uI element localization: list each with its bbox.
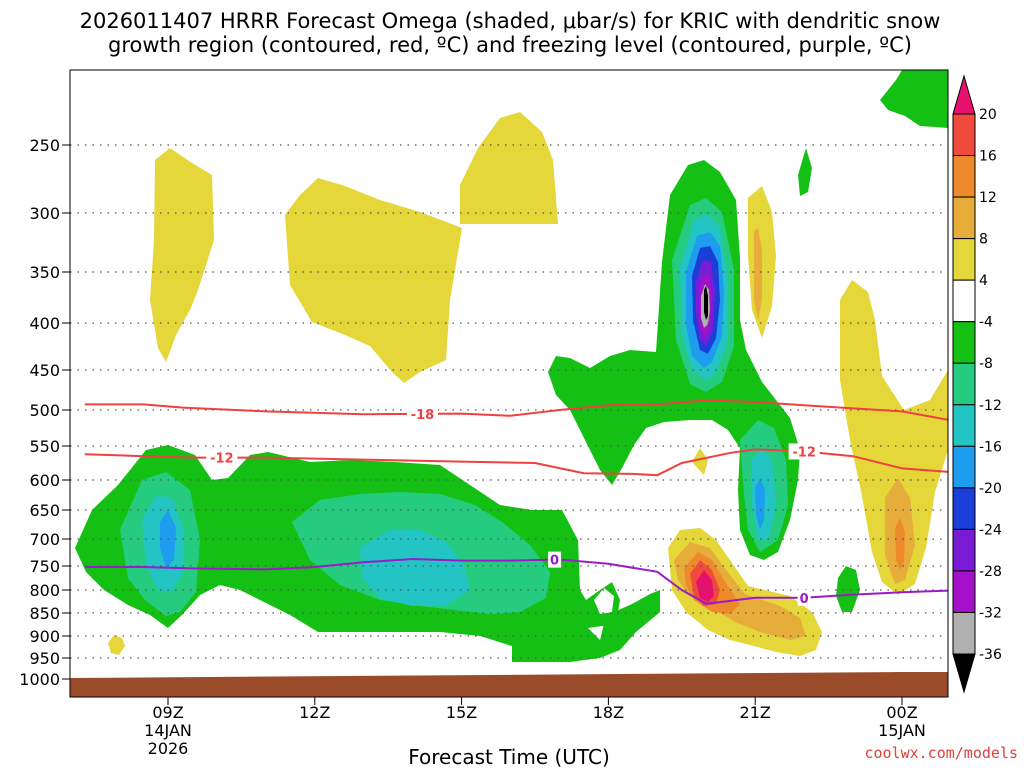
y-tick-label-550: 550 (29, 437, 60, 456)
omega-region-8-upper-right (754, 228, 762, 320)
omega-region-minus12-low-mid (360, 530, 470, 606)
contour-label-zero-left: 0 (550, 554, 559, 569)
y-tick-label-900: 900 (29, 627, 60, 646)
x-tick-label-18Z: 18Z (593, 703, 624, 722)
y-tick-label-300: 300 (29, 204, 60, 223)
omega-region-minus4-small (836, 566, 860, 612)
omega-region-4-small-dot (108, 635, 125, 655)
omega-region-zero-hole (594, 588, 614, 614)
contour-label-bg-minus12-left (206, 449, 238, 466)
y-tick-label-250: 250 (29, 136, 60, 155)
colorbar-swatch-c0 (952, 279, 976, 323)
colorbar-label-20: 20 (979, 107, 997, 123)
x-tick-label-12Z: 12Z (299, 703, 330, 722)
colorbar-swatch-cm32 (952, 611, 976, 655)
colorbar-swatch-c4 (952, 238, 976, 281)
chart-title-line1: 2026011407 HRRR Forecast Omega (shaded, … (80, 9, 941, 33)
colorbar-label-12: 12 (979, 190, 997, 206)
omega-region-20-low-right (696, 570, 714, 602)
x-tick-date-00Z: 15JAN (878, 721, 926, 740)
x-tick-label-21Z: 21Z (740, 703, 771, 722)
y-tick-label-850: 850 (29, 604, 60, 623)
y-tick-label-350: 350 (29, 263, 60, 282)
omega-shading (75, 70, 948, 662)
colorbar-top-arrow (952, 74, 976, 115)
chart-title-line2: growth region (contoured, red, ºC) and f… (108, 33, 912, 57)
colorbar: 20 16 12 8 4 -4 -8 -12 -16 -20 -24 -28 -32 -36 (952, 74, 1002, 694)
contour-lines: -18 -12 -12 0 0 (84, 399, 948, 607)
colorbar-label-16: 16 (979, 149, 997, 165)
omega-region-4-small-mid (692, 448, 708, 475)
y-tick-label-750: 750 (29, 557, 60, 576)
x-tick-label-15Z: 15Z (446, 703, 477, 722)
colorbar-label-4: 4 (979, 273, 988, 289)
colorbar-swatch-cm28 (952, 570, 976, 613)
omega-region-minus4-upper-right (880, 70, 948, 128)
colorbar-label--4: -4 (979, 315, 993, 331)
plot-frame (69, 69, 949, 698)
omega-region-4-upper-left (150, 148, 214, 362)
colorbar-label-8: 8 (979, 232, 988, 248)
contour-label-bg-zero-right (797, 589, 811, 606)
colorbar-label--12: -12 (979, 398, 1002, 414)
source-credit: coolwx.com/models (864, 744, 1018, 762)
y-tick-label-800: 800 (29, 581, 60, 600)
colorbar-swatch-cm24 (952, 528, 976, 572)
colorbar-swatch-cm12 (952, 404, 976, 447)
contour-label-zero-right: 0 (800, 592, 809, 607)
omega-region-12-right-column (895, 518, 905, 570)
contour-label-bg-minus12-right (788, 443, 820, 460)
colorbar-swatch-cm20 (952, 487, 976, 530)
contour-label-minus12-left: -12 (210, 452, 234, 467)
contour-label-bg-minus18 (406, 405, 438, 422)
colorbar-swatch-c16 (952, 113, 976, 157)
colorbar-label--36: -36 (979, 647, 1002, 663)
contour-label-bg-zero-left (548, 551, 562, 568)
y-tick-label-1000: 1000 (19, 670, 60, 689)
y-tick-label-700: 700 (29, 530, 60, 549)
pressure-axis: 250 300 350 400 450 500 550 600 650 700 750 800 850 9… (19, 136, 70, 689)
dgz-contour--18 (84, 399, 948, 421)
colorbar-swatch-cm16 (952, 445, 976, 489)
omega-region-4-upper-peak (460, 112, 558, 224)
colorbar-label--24: -24 (979, 522, 1002, 538)
colorbar-bottom-arrow (952, 653, 976, 694)
omega-region-minus16-center-right (755, 478, 765, 530)
omega-region-minus36 (704, 286, 708, 320)
contour-label-minus18: -18 (411, 408, 435, 423)
y-tick-label-450: 450 (29, 361, 60, 380)
colorbar-label--28: -28 (979, 564, 1002, 580)
ground-surface (70, 672, 948, 697)
dgz-contour--12 (84, 448, 948, 477)
contour-label-minus12-right: -12 (792, 445, 816, 460)
omega-region-4-right-column (840, 280, 948, 595)
y-tick-label-500: 500 (29, 401, 60, 420)
y-tick-label-400: 400 (29, 314, 60, 333)
omega-region-minus4-center (548, 160, 800, 560)
y-tick-label-950: 950 (29, 649, 60, 668)
omega-region-minus4-spike (798, 148, 812, 196)
colorbar-label--20: -20 (979, 481, 1002, 497)
colorbar-swatch-c12 (952, 155, 976, 198)
x-axis-label: Forecast Time (UTC) (408, 745, 610, 768)
colorbar-swatch-cm8 (952, 362, 976, 406)
colorbar-label--16: -16 (979, 439, 1002, 455)
omega-region-4-upper-mid (285, 178, 462, 383)
colorbar-swatch-c8 (952, 196, 976, 240)
x-tick-year-09Z: 2026 (148, 739, 189, 758)
x-tick-label-00Z: 00Z (886, 703, 917, 722)
colorbar-label--32: -32 (979, 605, 1002, 621)
colorbar-swatch-cm4 (952, 321, 976, 364)
x-tick-date-09Z: 14JAN (144, 721, 192, 740)
y-tick-label-600: 600 (29, 471, 60, 490)
colorbar-label--8: -8 (979, 356, 993, 372)
y-tick-label-650: 650 (29, 501, 60, 520)
x-tick-label-09Z: 09Z (152, 703, 183, 722)
